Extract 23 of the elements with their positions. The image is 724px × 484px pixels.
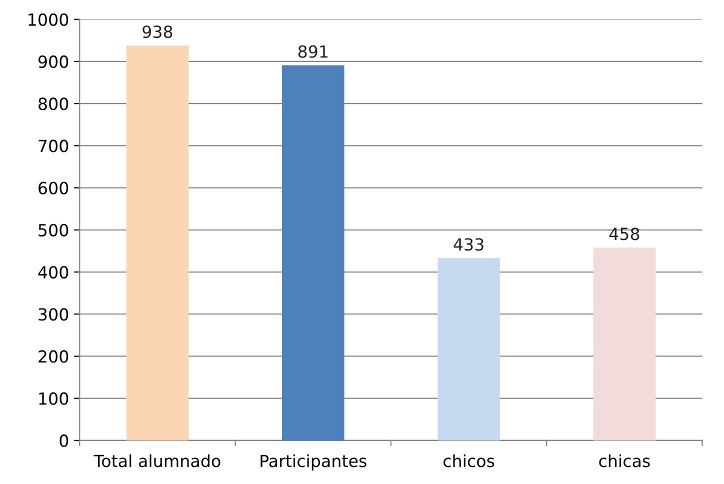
y-tick-label: 900 <box>38 55 68 68</box>
data-label: 458 <box>609 228 640 240</box>
y-tick-label: 1000 <box>28 13 68 26</box>
bar <box>126 45 189 440</box>
bar <box>282 65 344 440</box>
y-tick-label: 0 <box>60 434 68 448</box>
y-tick-label: 300 <box>38 308 68 321</box>
bar <box>438 258 500 440</box>
y-tick-label: 700 <box>38 140 68 152</box>
y-tick-label: 100 <box>39 392 68 405</box>
x-tick-label: chicos <box>444 454 494 468</box>
x-tick-label: Participantes <box>260 454 366 470</box>
x-tick-label: chicas <box>599 454 650 468</box>
y-tick-label: 800 <box>38 98 68 110</box>
y-tick-label: 600 <box>38 182 68 194</box>
data-label: 938 <box>142 25 172 38</box>
y-tick-label: 200 <box>38 350 68 363</box>
y-tick-label: 400 <box>38 266 68 279</box>
x-tick-label: Total alumnado <box>94 454 220 468</box>
y-tick-label: 500 <box>38 224 68 236</box>
data-label: 433 <box>454 238 484 251</box>
bar <box>593 248 656 440</box>
data-label: 891 <box>298 45 328 58</box>
